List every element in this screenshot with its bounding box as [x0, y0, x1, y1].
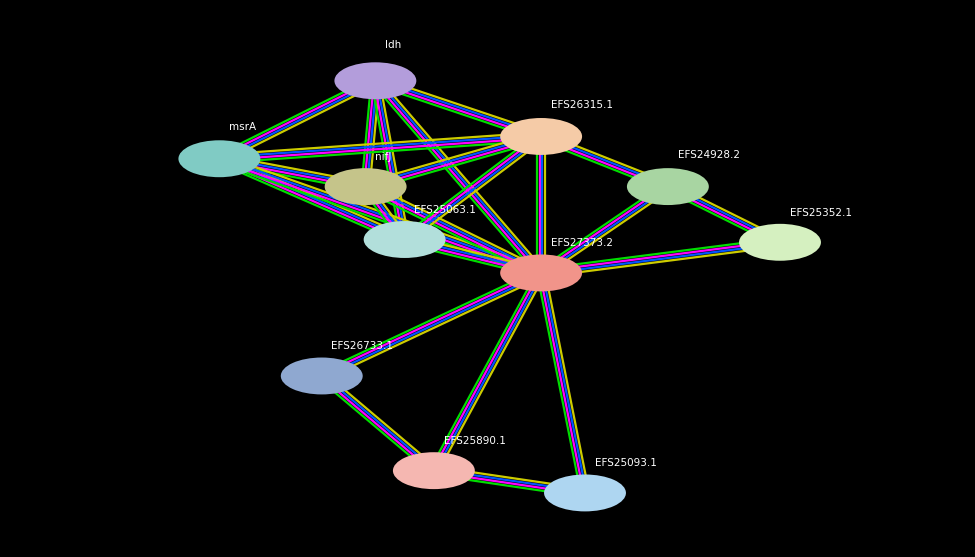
Ellipse shape [281, 358, 363, 394]
Ellipse shape [393, 452, 475, 489]
Ellipse shape [325, 168, 407, 205]
Text: ldh: ldh [385, 40, 402, 50]
Text: EFS25352.1: EFS25352.1 [790, 208, 852, 218]
Ellipse shape [739, 224, 821, 261]
Ellipse shape [500, 255, 582, 291]
Text: EFS24928.2: EFS24928.2 [678, 150, 740, 160]
Ellipse shape [500, 118, 582, 155]
Ellipse shape [627, 168, 709, 205]
Text: EFS27373.2: EFS27373.2 [551, 238, 613, 248]
Ellipse shape [544, 475, 626, 511]
Ellipse shape [334, 62, 416, 99]
Text: EFS26315.1: EFS26315.1 [551, 100, 613, 110]
Text: EFS26733.1: EFS26733.1 [332, 341, 394, 351]
Text: nifJ: nifJ [375, 152, 392, 162]
Text: msrA: msrA [229, 122, 256, 132]
Text: EFS25063.1: EFS25063.1 [414, 205, 476, 215]
Text: EFS25890.1: EFS25890.1 [444, 436, 505, 446]
Ellipse shape [178, 140, 260, 177]
Ellipse shape [364, 221, 446, 258]
Text: EFS25093.1: EFS25093.1 [595, 458, 656, 468]
